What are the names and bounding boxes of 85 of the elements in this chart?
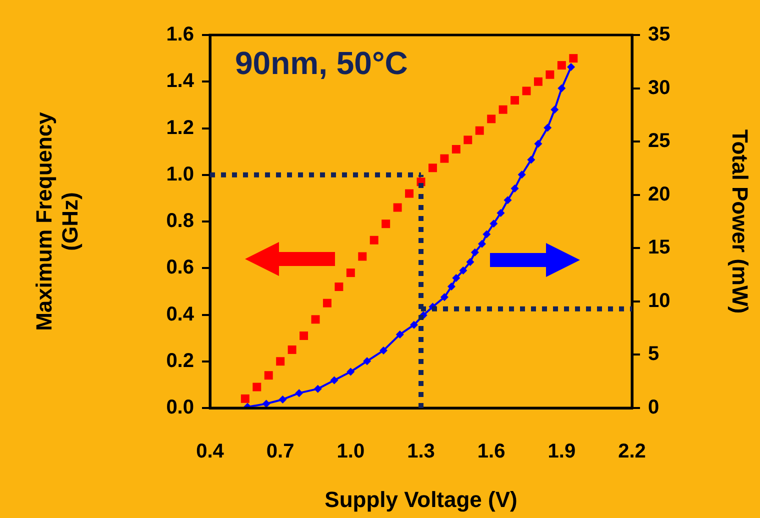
- point: [470, 248, 479, 256]
- point: [300, 331, 308, 340]
- x-tick-label: 2.2: [618, 440, 646, 463]
- x-tick-label: 1.6: [477, 440, 506, 463]
- point: [322, 298, 332, 308]
- x-tick-label: 1.9: [548, 440, 576, 463]
- point: [534, 140, 542, 148]
- y-tick-label: 1.6: [166, 24, 194, 46]
- point: [370, 236, 378, 244]
- y-tick-label: 1.0: [166, 163, 194, 186]
- point: [240, 394, 250, 403]
- point: [498, 105, 508, 114]
- y2-tick-label: 35: [648, 24, 670, 46]
- x-tick-label: 1.0: [336, 440, 365, 463]
- point: [510, 96, 520, 105]
- point: [522, 86, 531, 96]
- point: [487, 114, 496, 124]
- y2-tick-label: 10: [648, 290, 670, 312]
- x-tick-label: 0.7: [266, 440, 294, 463]
- point: [428, 164, 437, 172]
- y-tick-label: 0.6: [166, 256, 194, 279]
- y2-tick-label: 30: [648, 76, 670, 99]
- y-tick-label: 1.2: [166, 116, 194, 139]
- y2-tick-label: 5: [648, 343, 660, 366]
- point: [482, 230, 491, 238]
- annotation: 90nm, 50°C: [235, 44, 408, 81]
- y-tick-label: 0.2: [166, 350, 194, 372]
- point: [452, 144, 460, 154]
- point: [346, 368, 355, 376]
- point: [534, 77, 542, 86]
- point: [464, 136, 472, 144]
- point: [496, 208, 505, 217]
- point: [262, 400, 270, 408]
- point: [264, 371, 273, 380]
- point: [478, 240, 486, 248]
- point: [544, 124, 552, 132]
- y-tick-label: 1.4: [166, 70, 195, 92]
- point: [379, 346, 388, 354]
- point: [358, 252, 367, 261]
- point: [405, 189, 414, 198]
- point: [447, 282, 456, 291]
- point: [510, 184, 519, 192]
- point: [278, 395, 287, 404]
- point: [569, 54, 578, 63]
- point: [440, 293, 448, 302]
- point: [311, 315, 320, 324]
- point: [396, 330, 404, 338]
- point: [558, 84, 566, 92]
- x-tick-label: 1.3: [407, 440, 435, 463]
- point: [276, 357, 285, 366]
- point: [518, 170, 526, 179]
- point: [546, 70, 554, 79]
- point: [557, 61, 566, 70]
- point: [314, 384, 322, 393]
- point: [393, 203, 402, 212]
- point: [550, 106, 559, 114]
- point: [382, 220, 390, 228]
- point: [346, 268, 355, 278]
- point: [363, 357, 372, 366]
- point: [475, 126, 484, 135]
- point: [410, 320, 418, 329]
- point: [452, 274, 460, 282]
- y2-tick-label: 0: [648, 396, 660, 419]
- point: [527, 156, 536, 164]
- point: [288, 345, 296, 354]
- y2-tick-label: 15: [648, 236, 670, 259]
- point: [567, 62, 576, 71]
- point: [252, 382, 262, 392]
- point: [440, 154, 449, 163]
- x-tick-label: 0.4: [196, 440, 225, 463]
- y2-axis-title: Total Power (mW): [728, 129, 753, 314]
- point: [466, 258, 474, 266]
- y-tick-label: 0.4: [166, 303, 195, 326]
- y2-tick-label: 20: [648, 183, 670, 206]
- point: [295, 389, 304, 398]
- y-axis-title: Maximum Frequency (GHz): [31, 111, 83, 331]
- point: [490, 220, 498, 228]
- point: [330, 376, 338, 384]
- y-tick-label: 0.8: [166, 210, 194, 232]
- point: [459, 266, 468, 275]
- y-tick-label: 0.0: [166, 396, 194, 419]
- point: [504, 196, 512, 204]
- x-axis-title: Supply Voltage (V): [324, 486, 518, 512]
- y2-tick-label: 25: [648, 130, 670, 152]
- point: [334, 282, 344, 292]
